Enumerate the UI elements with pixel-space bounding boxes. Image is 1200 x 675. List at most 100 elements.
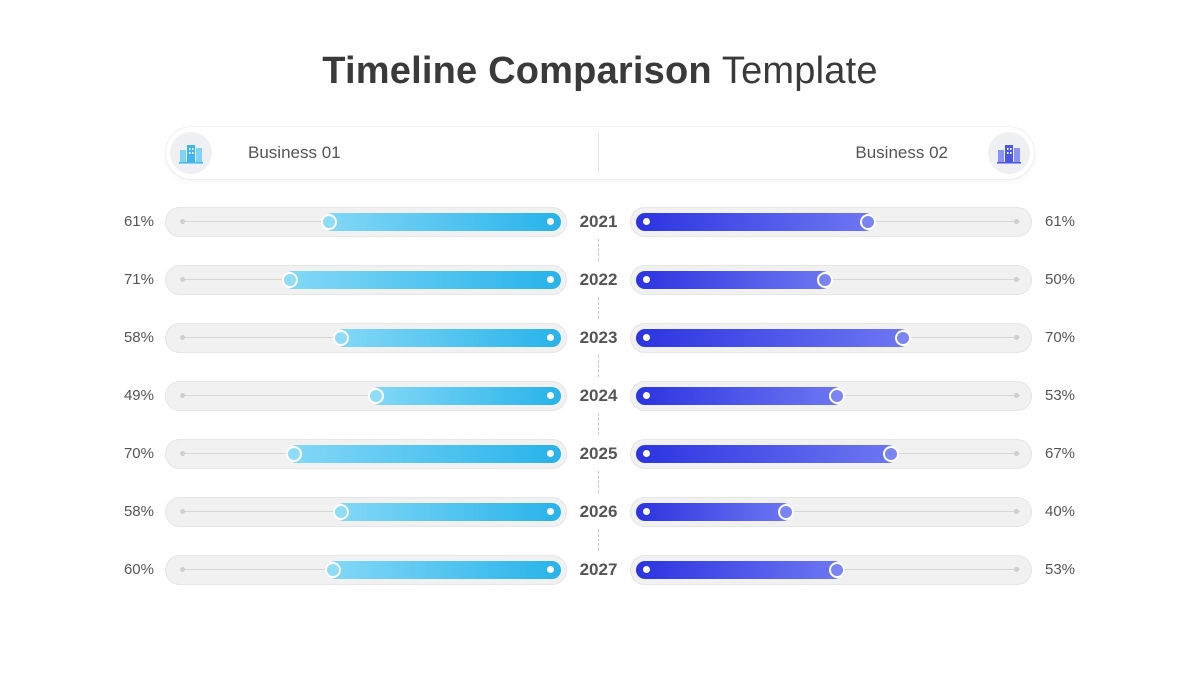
business-02-bar: [636, 561, 843, 579]
business-02-bar-start-dot: [643, 392, 650, 399]
business-02-bar-start-dot: [643, 334, 650, 341]
business-01-value-label: 61%: [123, 213, 154, 230]
legend-header: Business 01 Business 02: [166, 127, 1034, 179]
table-row: 71% 2022 50%: [0, 265, 1200, 297]
business-02-bar-track: [630, 381, 1032, 411]
business-01-bar-end-dot: [547, 566, 554, 573]
business-02-bar-end-knob: [817, 272, 833, 288]
business-01-bar: [334, 503, 561, 521]
business-02-bar-start-dot: [643, 450, 650, 457]
business-02-bar-track: [630, 265, 1032, 295]
year-label: 2022: [579, 270, 618, 289]
business-01-bar: [284, 271, 561, 289]
business-02-bar-start-dot: [643, 276, 650, 283]
track-line: [646, 279, 1020, 280]
timeline-connector: [598, 239, 599, 261]
business-02-value-label: 53%: [1045, 561, 1076, 578]
title-bold: Timeline Comparison: [322, 50, 712, 92]
year-label: 2023: [579, 328, 618, 347]
business-02-bar: [636, 271, 831, 289]
business-02-value-label: 70%: [1045, 329, 1076, 346]
business-02-bar: [636, 329, 909, 347]
business-02-bar-start-dot: [643, 218, 650, 225]
business-01-value-label: 58%: [123, 329, 154, 346]
timeline-connector: [598, 529, 599, 551]
table-row: 70% 2025 67%: [0, 439, 1200, 471]
year-label: 2024: [579, 386, 618, 405]
business-01-bar-start-knob: [325, 562, 341, 578]
track-end-dot: [180, 451, 185, 456]
business-01-bar-start-knob: [332, 330, 349, 346]
business-01-bar-end-dot: [547, 218, 554, 225]
business-01-bar-start-knob: [367, 388, 384, 404]
business-02-bar-track: [630, 555, 1032, 585]
business-02-bar-track: [630, 207, 1032, 237]
business-02-bar-end-knob: [895, 330, 911, 346]
year-label: 2026: [579, 502, 618, 521]
business-01-bar-track: [165, 207, 567, 237]
table-row: 58% 2026 40%: [0, 497, 1200, 529]
business-02-bar: [636, 445, 898, 463]
business-01-bar-track: [165, 439, 567, 469]
business-02-value-label: 67%: [1045, 445, 1076, 462]
timeline-connector: [598, 471, 599, 493]
track-end-dot: [180, 335, 185, 340]
business-01-bar-end-dot: [547, 334, 554, 341]
business-02-value-label: 40%: [1045, 503, 1076, 520]
table-row: 60% 2027 53%: [0, 555, 1200, 587]
business-02-bar-end-knob: [828, 388, 845, 404]
business-01-bar-start-knob: [332, 504, 349, 520]
track-end-dot: [1014, 393, 1019, 398]
track-end-dot: [180, 393, 185, 398]
business-01-bar-track: [165, 555, 567, 585]
track-end-dot: [180, 277, 185, 282]
table-row: 58% 2023 70%: [0, 323, 1200, 355]
business-01-value-label: 71%: [123, 271, 154, 288]
business-02-bar-start-dot: [643, 508, 650, 515]
business-01-bar-end-dot: [547, 508, 554, 515]
table-row: 61% 2021 61%: [0, 207, 1200, 239]
year-label: 2021: [579, 212, 618, 231]
business-01-bar-track: [165, 323, 567, 353]
business-01-bar-track: [165, 497, 567, 527]
business-02-bar: [636, 503, 792, 521]
track-end-dot: [1014, 219, 1019, 224]
business-02-value-label: 53%: [1045, 387, 1076, 404]
business-01-value-label: 58%: [123, 503, 154, 520]
title-light: Template: [721, 50, 878, 92]
track-end-dot: [1014, 335, 1019, 340]
business-02-bar-track: [630, 497, 1032, 527]
business-01-bar: [288, 445, 561, 463]
track-end-dot: [1014, 567, 1019, 572]
business-02-bar-track: [630, 439, 1032, 469]
track-end-dot: [180, 219, 185, 224]
business-02-bar-end-knob: [883, 446, 900, 462]
business-01-bar-track: [165, 381, 567, 411]
year-label: 2027: [579, 560, 618, 579]
track-end-dot: [1014, 277, 1019, 282]
business-01-value-label: 49%: [123, 387, 154, 404]
business-01-bar-end-dot: [547, 392, 554, 399]
business-01-bar: [323, 213, 561, 231]
header-divider: [598, 133, 599, 173]
business-02-value-label: 50%: [1045, 271, 1076, 288]
business-01-bar-start-knob: [286, 446, 302, 462]
buildings-icon: [170, 132, 212, 174]
track-end-dot: [1014, 509, 1019, 514]
buildings-icon: [988, 132, 1030, 174]
track-end-dot: [1014, 451, 1019, 456]
business-02-bar: [636, 213, 874, 231]
business-01-value-label: 70%: [123, 445, 154, 462]
business-01-label: Business 01: [248, 143, 341, 162]
timeline-connector: [598, 297, 599, 319]
business-01-bar: [327, 561, 561, 579]
business-02-bar-end-knob: [778, 504, 794, 520]
business-02-value-label: 61%: [1045, 213, 1076, 230]
track-line: [646, 511, 1020, 512]
table-row: 49% 2024 53%: [0, 381, 1200, 413]
business-02-bar-end-knob: [828, 562, 845, 578]
business-01-bar: [369, 387, 561, 405]
track-end-dot: [180, 567, 185, 572]
business-01-bar-end-dot: [547, 276, 554, 283]
business-02-label: Business 02: [855, 143, 948, 162]
